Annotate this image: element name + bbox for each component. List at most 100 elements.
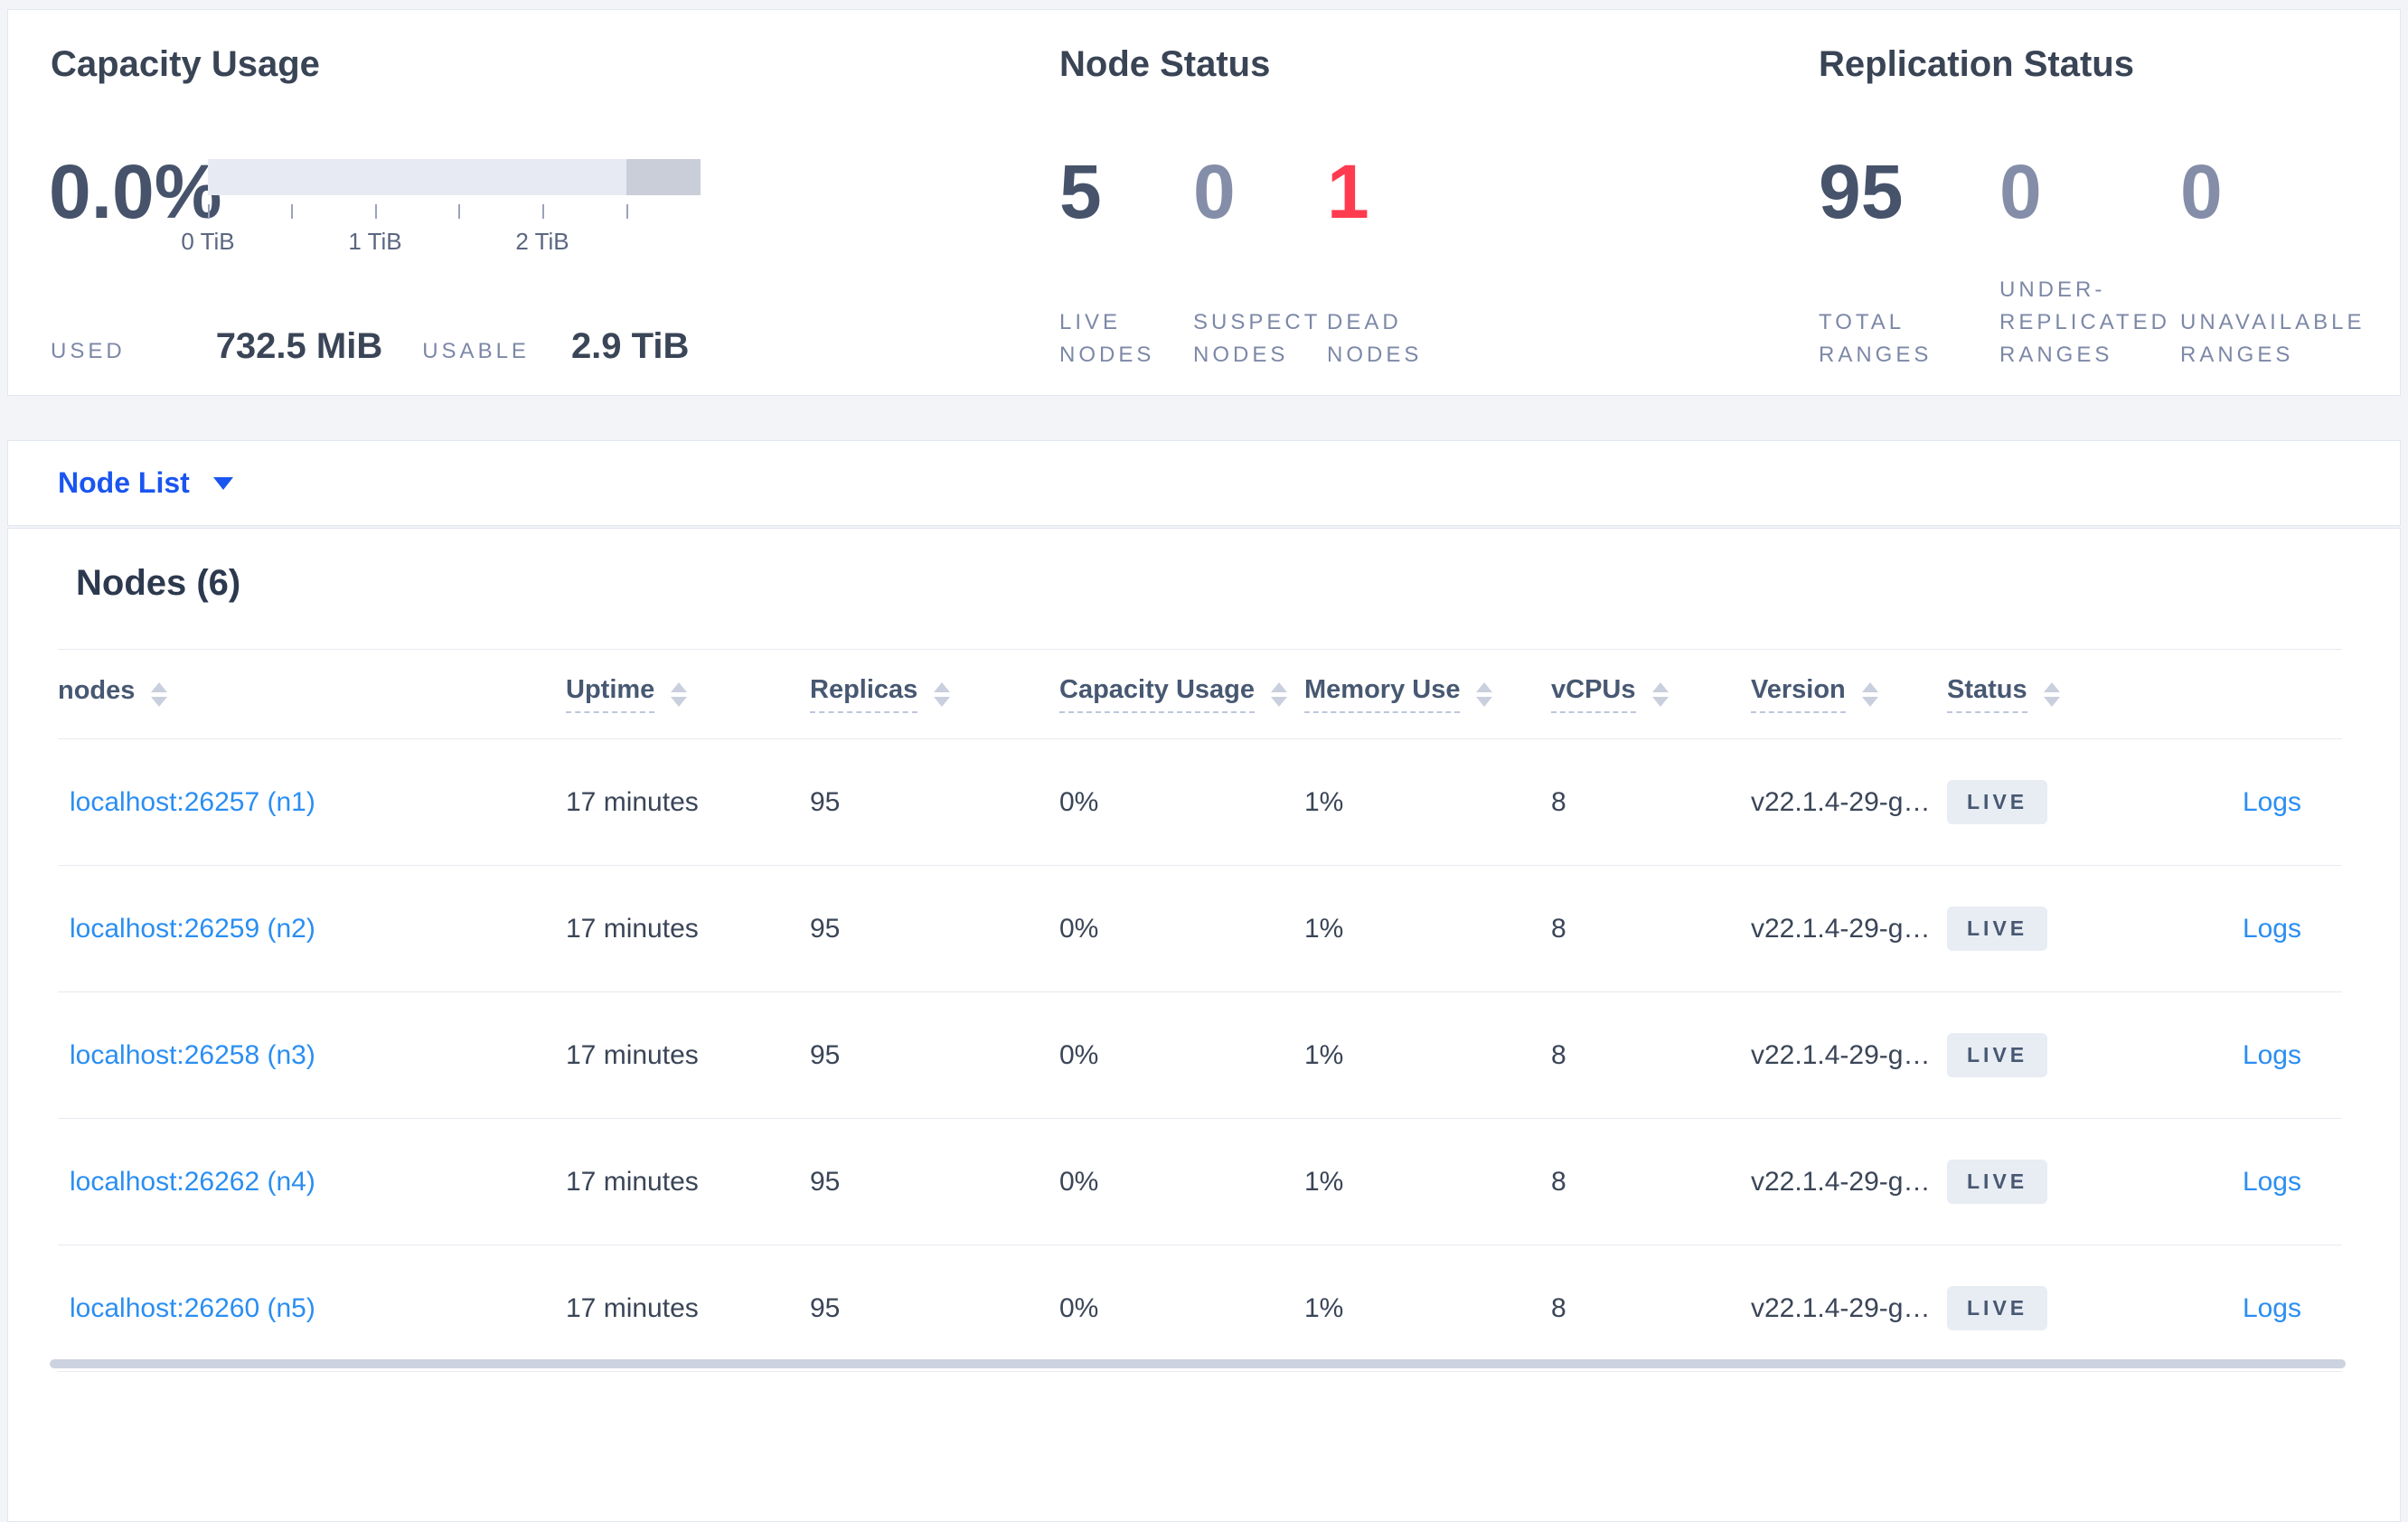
column-header[interactable]: Version <box>1751 675 1947 713</box>
table-row: localhost:26258 (n3) 17 minutes 95 0% 1%… <box>58 992 2342 1119</box>
capacity-percent: 0.0% <box>49 149 222 234</box>
column-header[interactable]: Uptime <box>566 675 810 713</box>
uptime-cell: 17 minutes <box>566 1166 699 1197</box>
vcpus-cell: 8 <box>1551 786 1566 817</box>
stat-value: 95 <box>1819 149 1904 234</box>
column-header[interactable]: Capacity Usage <box>1059 675 1304 713</box>
stat-value: 1 <box>1327 149 1369 234</box>
replicas-cell: 95 <box>810 1166 841 1197</box>
node-status-stat: 5 LIVE NODES <box>1059 150 1193 371</box>
replication-stat: 0 UNDER-REPLICATED RANGES <box>1999 150 2180 371</box>
node-link[interactable]: localhost:26262 (n4) <box>70 1166 315 1197</box>
view-selector-bar: Node List <box>7 440 2401 526</box>
logs-link[interactable]: Logs <box>2242 1039 2301 1070</box>
replication-stat: 0 UNAVAILABLE RANGES <box>2180 149 2362 371</box>
vcpus-cell: 8 <box>1551 1292 1566 1323</box>
logs-link[interactable]: Logs <box>2242 1292 2301 1323</box>
node-list-dropdown-label: Node List <box>58 466 190 499</box>
uptime-cell: 17 minutes <box>566 1292 699 1323</box>
replication-stat: 95 TOTAL RANGES <box>1819 150 1999 371</box>
table-body: localhost:26257 (n1) 17 minutes 95 0% 1%… <box>58 739 2342 1372</box>
replicas-cell: 95 <box>810 786 841 817</box>
capacity-used-usable: USED 732.5 MiB USABLE 2.9 TiB <box>51 326 689 367</box>
replicas-cell: 95 <box>810 913 841 944</box>
axis-tick-label: 1 TiB <box>348 228 402 255</box>
axis-tick-label: 0 TiB <box>181 228 235 255</box>
capacity-bar-used-segment <box>626 159 701 195</box>
column-header[interactable]: Replicas <box>810 675 1059 713</box>
node-link[interactable]: localhost:26257 (n1) <box>70 786 315 817</box>
used-value: 732.5 MiB <box>215 326 383 366</box>
version-cell: v22.1.4-29-g… <box>1751 1292 1931 1323</box>
node-status-stat: 0 SUSPECT NODES <box>1193 150 1327 371</box>
stat-value: 5 <box>1059 149 1102 234</box>
vcpus-cell: 8 <box>1551 1039 1566 1070</box>
sort-icon <box>1861 681 1878 707</box>
stat-label: LIVE NODES <box>1059 310 1155 367</box>
node-status-stat: 1 DEAD NODES <box>1327 150 1461 371</box>
usable-value: 2.9 TiB <box>570 326 690 366</box>
node-link[interactable]: localhost:26258 (n3) <box>70 1039 315 1070</box>
column-header[interactable]: nodes <box>58 676 566 712</box>
vcpus-cell: 8 <box>1551 1166 1566 1197</box>
node-link[interactable]: localhost:26259 (n2) <box>70 913 315 944</box>
table-row: localhost:26262 (n4) 17 minutes 95 0% 1%… <box>58 1119 2342 1245</box>
axis-tick-label: 2 TiB <box>515 228 569 255</box>
nodes-table-title: Nodes (6) <box>76 563 241 603</box>
version-cell: v22.1.4-29-g… <box>1751 786 1931 817</box>
stat-label: DEAD NODES <box>1327 310 1423 367</box>
sort-icon <box>1271 681 1287 707</box>
sort-icon <box>1476 681 1493 707</box>
table-header-row: nodes Uptime Replicas <box>58 649 2342 739</box>
stat-value: 0 <box>2180 149 2223 234</box>
node-status-title: Node Status <box>1059 44 1271 84</box>
version-cell: v22.1.4-29-g… <box>1751 913 1931 944</box>
logs-link[interactable]: Logs <box>2242 1166 2301 1197</box>
capacity-usage-cell: 0% <box>1059 1166 1099 1197</box>
version-cell: v22.1.4-29-g… <box>1751 1039 1931 1070</box>
column-header-label: Version <box>1751 675 1846 713</box>
node-link[interactable]: localhost:26260 (n5) <box>70 1292 315 1323</box>
table-row: localhost:26257 (n1) 17 minutes 95 0% 1%… <box>58 739 2342 866</box>
capacity-usage-title: Capacity Usage <box>51 44 320 84</box>
stat-value: 0 <box>1999 149 2042 234</box>
status-badge: LIVE <box>1947 1033 2048 1077</box>
capacity-bar-track <box>208 159 701 195</box>
stat-label: UNDER-REPLICATED RANGES <box>1999 277 2170 367</box>
memory-use-cell: 1% <box>1304 913 1344 944</box>
sort-icon <box>671 681 688 707</box>
table-row: localhost:26260 (n5) 17 minutes 95 0% 1%… <box>58 1245 2342 1372</box>
memory-use-cell: 1% <box>1304 1039 1344 1070</box>
version-cell: v22.1.4-29-g… <box>1751 1166 1931 1197</box>
capacity-usage-cell: 0% <box>1059 786 1099 817</box>
capacity-usage-cell: 0% <box>1059 1292 1099 1323</box>
uptime-cell: 17 minutes <box>566 1039 699 1070</box>
capacity-bar-chart: 0 TiB 1 TiB 2 TiB <box>181 150 701 371</box>
memory-use-cell: 1% <box>1304 1292 1344 1323</box>
sort-icon <box>2043 681 2060 707</box>
status-badge: LIVE <box>1947 1160 2048 1204</box>
logs-link[interactable]: Logs <box>2242 786 2301 817</box>
column-header-label: nodes <box>58 676 136 705</box>
column-header[interactable]: Memory Use <box>1304 675 1551 713</box>
capacity-usage-cell: 0% <box>1059 1039 1099 1070</box>
column-header-label: Status <box>1947 675 2027 713</box>
column-header-label: Replicas <box>810 675 918 713</box>
stat-value: 0 <box>1193 149 1236 234</box>
column-header[interactable]: Status <box>1947 675 2232 713</box>
capacity-usage-stat: 0.0% 0 TiB 1 TiB 2 TiB <box>49 150 701 371</box>
sort-icon <box>151 681 168 707</box>
vcpus-cell: 8 <box>1551 913 1566 944</box>
column-header-label: Uptime <box>566 675 655 713</box>
used-label: USED <box>51 339 126 363</box>
memory-use-cell: 1% <box>1304 786 1344 817</box>
status-badge: LIVE <box>1947 780 2048 824</box>
stat-label: TOTAL RANGES <box>1819 310 1933 367</box>
horizontal-scrollbar[interactable] <box>50 1359 2346 1368</box>
logs-link[interactable]: Logs <box>2242 913 2301 944</box>
column-header-label: Memory Use <box>1304 675 1461 713</box>
chevron-down-icon <box>212 476 233 490</box>
node-list-dropdown[interactable]: Node List <box>58 466 233 500</box>
cluster-summary-card: Capacity Usage 0.0% 0 TiB 1 TiB 2 TiB <box>7 9 2401 396</box>
column-header[interactable]: vCPUs <box>1551 675 1751 713</box>
